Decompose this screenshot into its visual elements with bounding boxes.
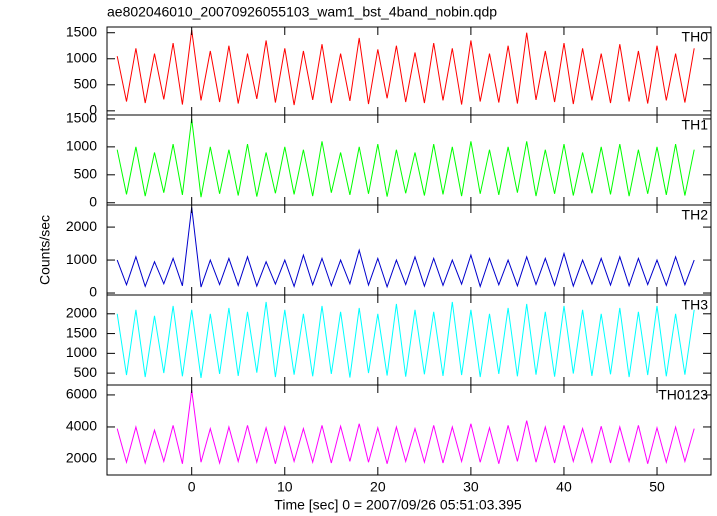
y-tick-label: 1000 — [66, 49, 97, 65]
y-axis-label: Counts/sec — [37, 215, 53, 285]
y-tick-label: 2000 — [66, 450, 97, 466]
panel-frame — [106, 204, 712, 296]
y-tick-label: 1500 — [66, 324, 97, 340]
legend-label: TH3 — [682, 297, 709, 313]
y-tick-label: 1000 — [66, 344, 97, 360]
legend-label: TH1 — [682, 117, 709, 133]
data-line — [116, 118, 695, 198]
data-line — [116, 207, 695, 289]
y-tick-label: 0 — [89, 284, 97, 300]
y-tick-label: 500 — [74, 166, 98, 182]
legend-label: TH0123 — [658, 387, 708, 403]
panel-frame — [106, 294, 712, 386]
data-line — [116, 390, 695, 465]
x-tick-label: 40 — [556, 479, 572, 495]
y-tick-label: 4000 — [66, 418, 97, 434]
panel-frame — [106, 114, 712, 206]
y-tick-label: 0 — [89, 102, 97, 118]
chart-title: ae802046010_20070926055103_wam1_bst_4ban… — [107, 4, 497, 20]
x-axis-label: Time [sec] 0 = 2007/09/26 05:51:03.395 — [274, 497, 522, 513]
data-line — [116, 30, 695, 106]
x-tick-label: 50 — [649, 479, 665, 495]
y-tick-label: 6000 — [66, 386, 97, 402]
y-tick-label: 1500 — [66, 110, 97, 126]
y-tick-label: 1500 — [66, 23, 97, 39]
x-tick-label: 10 — [277, 479, 293, 495]
x-tick-label: 30 — [463, 479, 479, 495]
y-tick-label: 2000 — [66, 304, 97, 320]
y-tick-label: 1000 — [66, 251, 97, 267]
y-tick-label: 1000 — [66, 138, 97, 154]
legend-label: TH2 — [682, 207, 709, 223]
y-tick-label: 500 — [74, 76, 98, 92]
y-tick-label: 2000 — [66, 218, 97, 234]
legend-label: TH0 — [682, 29, 709, 45]
x-tick-label: 0 — [188, 479, 196, 495]
panel-frame — [106, 384, 712, 476]
y-tick-label: 500 — [74, 364, 98, 380]
data-line — [116, 301, 695, 378]
y-tick-label: 0 — [89, 193, 97, 209]
x-tick-label: 20 — [370, 479, 386, 495]
